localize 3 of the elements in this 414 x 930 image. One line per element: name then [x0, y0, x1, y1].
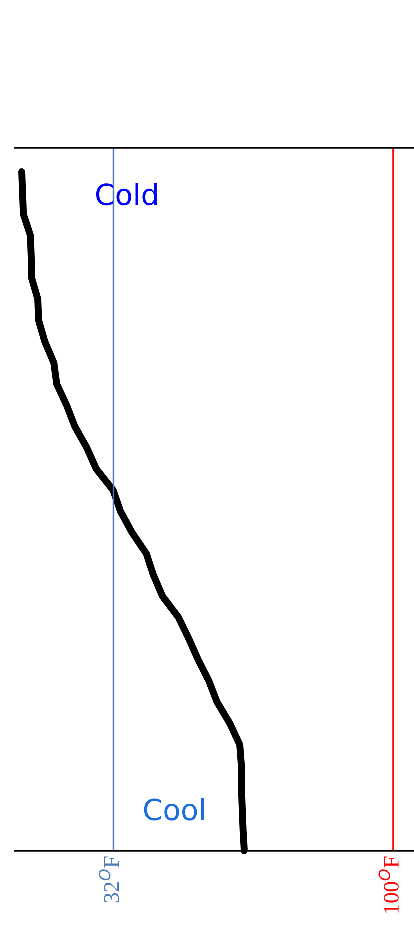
x-tick-label: 100$^{O}$F — [378, 856, 399, 913]
annotation: Cool — [144, 798, 204, 821]
x-tick-label: 32$^{O}$F — [98, 856, 120, 903]
